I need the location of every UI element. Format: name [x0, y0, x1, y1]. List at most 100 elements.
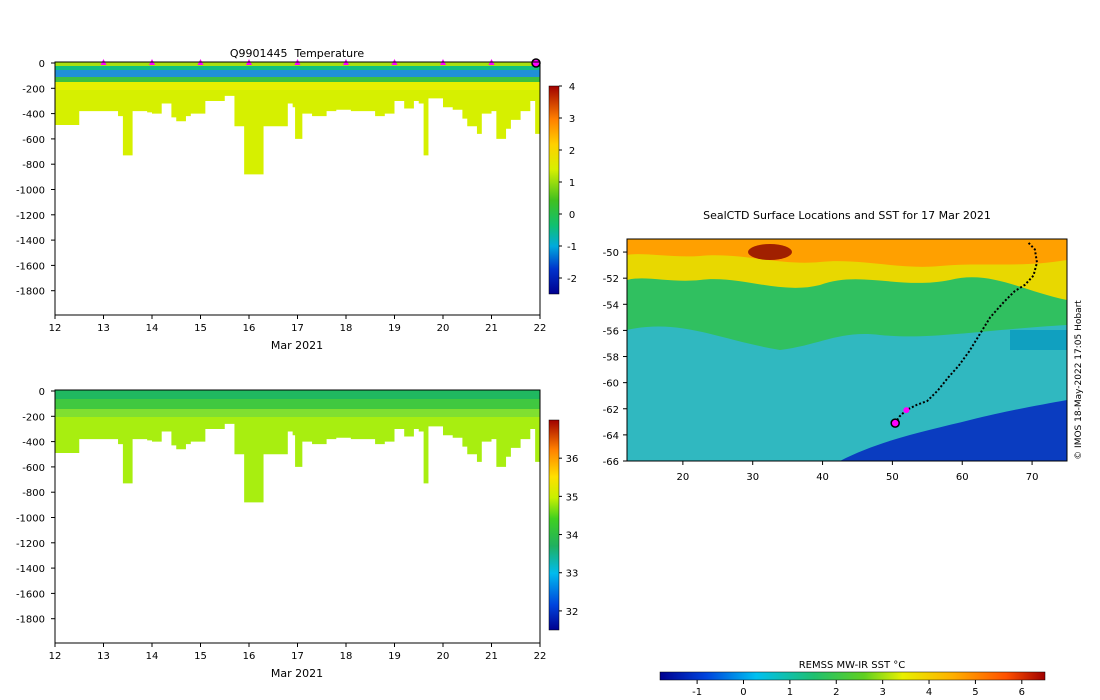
y-tick-label: -400	[22, 438, 45, 449]
x-tick-label: 18	[340, 651, 353, 662]
colorbar-tick-label: 0	[569, 210, 575, 221]
y-tick-label: -200	[22, 84, 45, 95]
x-tick-label: 16	[243, 323, 256, 334]
y-tick-label: -1200	[16, 211, 45, 222]
sst-colorbar-label: REMSS MW-IR SST °C	[799, 660, 906, 671]
x-tick-label: 13	[97, 651, 110, 662]
y-tick-label: -1800	[16, 287, 45, 298]
sst-colorbar-tick-label: 4	[926, 687, 932, 698]
y-tick-label: 0	[39, 59, 45, 70]
x-tick-label: 18	[340, 323, 353, 334]
sst-coldest-band	[840, 400, 1067, 461]
x-tick-label: 17	[291, 651, 304, 662]
y-tick-label: -1400	[16, 236, 45, 247]
salinity-colorbar-ticks: 32 33 34 35 36	[559, 454, 578, 618]
lat-tick-label: -58	[603, 353, 619, 364]
y-tick-label: -200	[22, 412, 45, 423]
x-tick-label: 19	[388, 651, 401, 662]
x-tick-label: 19	[388, 323, 401, 334]
y-tick-label: -1600	[16, 589, 45, 600]
lat-tick-label: -56	[603, 326, 619, 337]
temperature-cold-layer	[55, 69, 540, 77]
temperature-colorbar-ticks: -2 -1 0 1 2 3 4	[559, 82, 577, 285]
salinity-panel: 0 -200 -400 -600 -800 -1000 -1200 -1400 -1600 -18…	[16, 387, 578, 680]
salinity-x-axis: 12 13 14 15 16 17 18 19 20 21 22	[49, 643, 546, 662]
colorbar-tick-label: 35	[566, 492, 579, 503]
colorbar-tick-label: 32	[566, 607, 579, 618]
x-tick-label: 17	[291, 323, 304, 334]
x-tick-label: 14	[146, 323, 159, 334]
salinity-xlabel: Mar 2021	[271, 667, 323, 680]
salinity-section-fill	[55, 390, 540, 503]
colorbar-tick-label: 4	[569, 82, 575, 93]
sst-map-longitude-axis: 20 30 40 50 60 70	[677, 461, 1038, 483]
y-tick-label: -1000	[16, 514, 45, 525]
temperature-deep-fill	[55, 70, 540, 175]
salinity-colorbar	[548, 419, 560, 631]
sst-field	[627, 239, 1067, 461]
salinity-y-axis: 0 -200 -400 -600 -800 -1000 -1200 -1400 -1600 -18…	[16, 387, 55, 626]
temperature-panel: Q9901445 Temperature 0 -200 -400 -600 -800 -1…	[16, 47, 577, 352]
y-tick-label: -400	[22, 110, 45, 121]
temperature-colorbar	[548, 85, 560, 295]
y-tick-label: -1400	[16, 564, 45, 575]
x-tick-label: 15	[194, 323, 207, 334]
sst-colorbar-tick-label: 5	[972, 687, 978, 698]
sst-colorbar-tick-label: -1	[692, 687, 702, 698]
lon-tick-label: 30	[746, 472, 759, 483]
colorbar-tick-label: -2	[567, 274, 577, 285]
sst-map-frame	[626, 238, 1068, 462]
x-tick-label: 15	[194, 651, 207, 662]
salinity-mid-layer	[55, 408, 540, 417]
y-tick-label: -800	[22, 160, 45, 171]
x-tick-label: 21	[485, 651, 498, 662]
x-tick-label: 20	[437, 323, 450, 334]
y-tick-label: -1600	[16, 261, 45, 272]
sst-colorbar-tick-label: 6	[1019, 687, 1025, 698]
x-tick-label: 13	[97, 323, 110, 334]
sst-colorbar-tick-label: 0	[740, 687, 746, 698]
sst-map-panel: SealCTD Surface Locations and SST for 17…	[603, 209, 1068, 698]
temperature-mid-layer	[55, 80, 540, 90]
lon-tick-label: 50	[886, 472, 899, 483]
temperature-xlabel: Mar 2021	[271, 339, 323, 352]
x-tick-label: 20	[437, 651, 450, 662]
lat-tick-label: -66	[603, 457, 619, 468]
sst-colorbar-tick-label: 2	[833, 687, 839, 698]
lat-tick-label: -52	[603, 274, 619, 285]
x-tick-label: 21	[485, 323, 498, 334]
y-tick-label: -1200	[16, 539, 45, 550]
lon-tick-label: 20	[677, 472, 690, 483]
temperature-title: Q9901445 Temperature	[230, 47, 365, 60]
x-tick-label: 12	[49, 651, 62, 662]
salinity-surface-layer	[55, 390, 540, 399]
temperature-y-axis: 0 -200 -400 -600 -800 -1000 -1200 -1400 -1600 -18…	[16, 59, 55, 298]
lat-tick-label: -60	[603, 379, 619, 390]
current-position-marker	[890, 418, 900, 428]
temperature-layer-2	[55, 66, 540, 70]
lat-tick-label: -62	[603, 405, 619, 416]
lat-tick-label: -50	[603, 248, 619, 259]
colorbar-tick-label: 1	[569, 178, 575, 189]
sst-colorbar	[659, 671, 1046, 681]
y-tick-label: -1000	[16, 186, 45, 197]
sst-map-latitude-axis: -50 -52 -54 -56 -58 -60 -62 -64 -66	[603, 248, 627, 468]
temperature-current-marker	[531, 58, 541, 68]
x-tick-label: 14	[146, 651, 159, 662]
x-tick-label: 12	[49, 323, 62, 334]
temperature-layer-4	[55, 76, 540, 82]
lon-tick-label: 40	[816, 472, 829, 483]
x-tick-label: 22	[534, 323, 547, 334]
colorbar-tick-label: 34	[566, 531, 579, 542]
y-tick-label: -600	[22, 135, 45, 146]
sst-warm-eddy	[748, 244, 792, 260]
sst-map-title: SealCTD Surface Locations and SST for 17…	[703, 209, 991, 222]
colorbar-tick-label: 36	[566, 454, 579, 465]
lon-tick-label: 60	[956, 472, 969, 483]
sst-colorbar-tick-label: 1	[787, 687, 793, 698]
imos-credit: © IMOS 18-May-2022 17:05 Hobart	[1074, 300, 1084, 460]
y-tick-label: -600	[22, 463, 45, 474]
sst-east-highlight	[1010, 330, 1067, 350]
sst-colorbar-ticks: -1 0 1 2 3 4 5 6	[692, 680, 1025, 698]
